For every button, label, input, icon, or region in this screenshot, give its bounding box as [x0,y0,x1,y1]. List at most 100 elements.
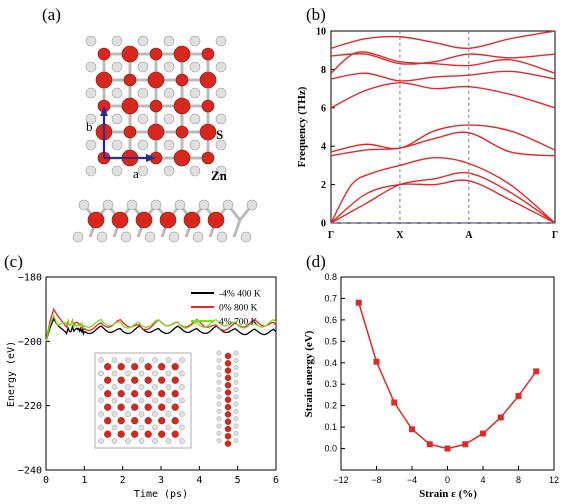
y-tick-label-d: 0.4 [324,358,337,368]
panel-a: (a) b a S Zn [42,5,258,243]
sulfur-atom [215,87,227,99]
axes-d: −12 −8 −4 0 4 8 12 0.0 0.1 0.2 0.3 0.4 0.5 0.6 0.7 0.8 [324,272,559,485]
panel-b-label: (b) [306,5,326,24]
zinc-atom [224,403,232,411]
y-tick-label-d: 0.3 [324,379,337,389]
sulfur-atom [179,384,185,390]
zinc-atom [104,376,112,384]
sulfur-atom [72,231,84,243]
x-tick-label-d: 8 [516,475,521,485]
zinc-atom [199,71,217,89]
x-tick-label-d: −8 [371,475,381,485]
y-tick-label-d: 0.8 [324,272,337,282]
axes-b: 0 2 4 6 8 10 Γ X A Γ [316,27,558,242]
k-point-label: Γ [552,230,558,241]
zinc-atom [171,403,179,411]
zinc-atom [158,376,166,384]
zinc-atom [173,45,191,63]
zinc-atom [173,149,191,167]
zinc-atom [158,363,166,371]
sulfur-atom [216,408,222,414]
sulfur-atom [163,35,175,47]
x-tick-label-c: 5 [235,475,241,486]
sulfur-atom [233,416,239,422]
zinc-atom [171,430,179,438]
y-tick-label-c: −180 [18,273,42,284]
sulfur-atom [163,165,175,177]
x-tick-label-d: −4 [407,475,417,485]
sulfur-atom [233,350,239,356]
plot-frame-d [340,276,555,471]
zinc-atom [121,97,139,115]
zinc-atom [158,430,166,438]
zinc-atom [224,418,232,425]
sulfur-atom [111,139,123,151]
sulfur-atom [111,397,118,404]
sulfur-atom [98,370,104,377]
strain-energy-line [358,302,537,450]
zinc-label: Zn [211,168,228,183]
sulfur-atom [165,397,172,404]
sulfur-atom [138,370,145,377]
sulfur-atom [216,430,222,436]
zinc-atom [224,382,232,389]
x-tick-label-d: 0 [445,475,450,485]
sulfur-atom [216,438,222,443]
sulfur-atom [179,438,185,444]
legend-label: -4% 400 K [219,290,261,300]
zinc-atom [183,211,201,229]
sulfur-atom [189,113,201,125]
sulfur-atom [138,411,145,417]
y-tick-label-b: 8 [321,65,326,76]
crystal-top-view [85,35,227,177]
sulfur-atom [165,438,172,444]
zinc-atom [224,396,232,403]
zinc-atom [224,367,232,374]
sulfur-atom [125,424,131,431]
zinc-atom [158,403,166,411]
x-tick-label-c: 2 [120,475,126,486]
x-tick-label-c: 3 [158,475,164,486]
zinc-atom [131,390,139,398]
phonon-bands [330,30,556,224]
lattice-vector-a-arrowhead [146,154,156,162]
sulfur-atom [138,357,145,363]
k-point-label: A [465,230,473,241]
zinc-atom [147,71,165,89]
panel-a-label: (a) [42,5,61,24]
sulfur-atom [189,87,201,99]
panel-d-label: (d) [306,252,326,271]
sulfur-atom [111,61,123,73]
zinc-atom [104,417,112,425]
sulfur-atom [189,35,201,47]
x-tick-label-c: 6 [273,475,279,486]
zinc-atom [149,99,163,113]
sulfur-atom [233,379,239,385]
zinc-atom [224,374,232,382]
bond [232,219,242,238]
sulfur-atom [98,384,104,390]
sulfur-atom [120,231,132,243]
panel-d: (d) −12 −8 −4 0 4 8 12 0.0 0.1 0.2 0.3 0.4 0.5 0.6 0.7… [303,252,559,500]
x-tick-label-d: 12 [549,475,559,485]
sulfur-atom [152,424,158,431]
data-point [533,368,540,375]
sulfur-atom [85,35,97,47]
sulfur-atom [246,199,258,211]
sulfur-atom [179,370,185,377]
sulfur-atom [111,384,118,390]
zinc-atom [201,47,215,61]
sulfur-atom [233,423,239,429]
zinc-atom [117,403,125,411]
sulfur-atom [216,357,222,363]
zinc-atom [144,390,152,398]
x-axis-label-d: Strain ε (%) [419,488,477,500]
sulfur-atom [137,87,149,99]
zinc-atom [144,363,152,371]
sulfur-atom [98,411,104,417]
zinc-atom [104,430,112,438]
sulfur-atom [78,199,90,211]
zinc-atom [123,125,137,139]
vector-b-label: b [86,119,93,134]
zinc-atom [171,417,179,425]
